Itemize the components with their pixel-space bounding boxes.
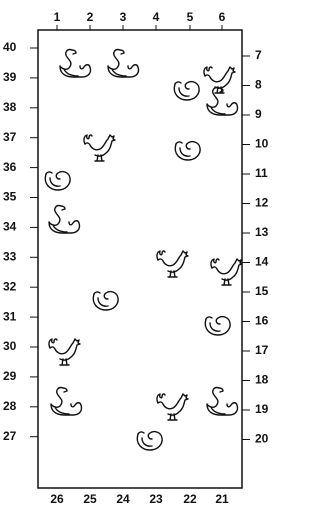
bottom-label: 24 [116, 492, 130, 506]
left-label: 35 [3, 190, 17, 204]
top-label: 1 [54, 10, 61, 24]
left-label: 34 [3, 220, 17, 234]
left-label: 27 [3, 429, 17, 443]
frame [38, 30, 242, 488]
swan-icon [108, 50, 139, 77]
left-label: 33 [3, 249, 17, 263]
swan-icon [207, 88, 238, 115]
top-label: 6 [219, 10, 226, 24]
right-label: 16 [255, 314, 269, 328]
bottom-label: 26 [50, 492, 64, 506]
curled-bird-icon [137, 432, 162, 450]
rooster-icon [49, 339, 80, 365]
icons [45, 50, 242, 450]
left-label: 32 [3, 279, 17, 293]
left-label: 30 [3, 339, 17, 353]
right-label: 7 [255, 48, 262, 62]
left-label: 28 [3, 399, 17, 413]
curled-bird-icon [45, 172, 70, 190]
left-label: 31 [3, 309, 17, 323]
right-label: 10 [255, 137, 269, 151]
curled-bird-icon [205, 317, 230, 335]
left-label: 37 [3, 130, 17, 144]
left-label: 39 [3, 70, 17, 84]
rooster-icon [157, 394, 188, 420]
right-label: 19 [255, 402, 269, 416]
left-label: 38 [3, 100, 17, 114]
rooster-icon [157, 251, 188, 277]
left-label: 36 [3, 160, 17, 174]
curled-bird-icon [175, 142, 200, 160]
top-label: 2 [87, 10, 94, 24]
curled-bird-icon [93, 292, 118, 310]
curled-bird-icon [174, 82, 199, 100]
right-label: 9 [255, 107, 262, 121]
left-label: 40 [3, 40, 17, 54]
left-label: 29 [3, 369, 17, 383]
rooster-icon [204, 67, 235, 93]
swan-icon [49, 206, 80, 233]
right-label: 17 [255, 343, 269, 357]
right-label: 14 [255, 255, 269, 269]
right-label: 8 [255, 78, 262, 92]
page: 1234562625242322214039383736353433323130… [0, 0, 320, 508]
top-label: 4 [153, 10, 160, 24]
top-label: 5 [187, 10, 194, 24]
swan-icon [60, 50, 91, 77]
bottom-label: 22 [183, 492, 197, 506]
bottom-label: 23 [149, 492, 163, 506]
right-label: 12 [255, 196, 269, 210]
right-label: 18 [255, 373, 269, 387]
top-label: 3 [120, 10, 127, 24]
right-label: 15 [255, 284, 269, 298]
right-label: 13 [255, 225, 269, 239]
bottom-label: 25 [83, 492, 97, 506]
rooster-icon [84, 135, 115, 161]
right-label: 20 [255, 432, 269, 446]
swan-icon [207, 388, 238, 415]
bottom-label: 21 [215, 492, 229, 506]
rooster-icon [211, 259, 242, 285]
swan-icon [51, 388, 82, 415]
right-label: 11 [255, 166, 268, 180]
